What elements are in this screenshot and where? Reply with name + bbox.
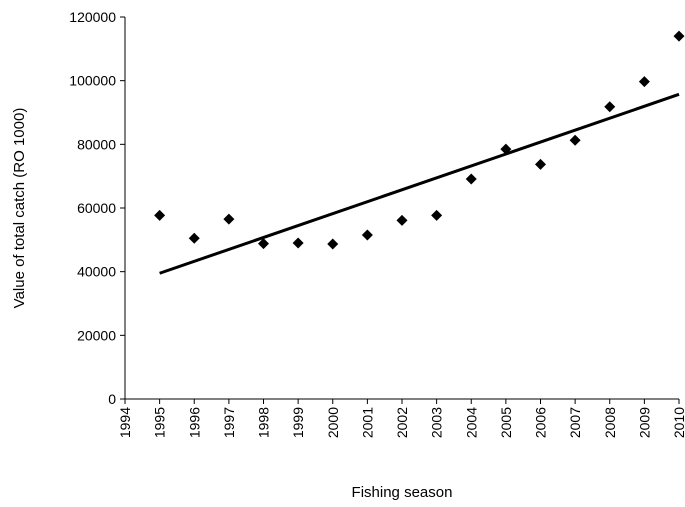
data-point: [396, 214, 408, 226]
x-tick-label: 1999: [290, 407, 306, 438]
x-axis: 1994 1995 1996 1997 1998 1999 2000 2001 2002 2003…: [117, 398, 685, 438]
data-point: [535, 158, 546, 170]
data-point: [604, 101, 616, 113]
x-tick-label: 2004: [463, 407, 479, 438]
x-tick-label: 2010: [671, 407, 685, 438]
x-tick-label: 1996: [186, 407, 202, 438]
data-point: [292, 237, 304, 249]
data-point: [223, 213, 235, 225]
x-tick-label: 1997: [221, 407, 237, 438]
x-tick-label: 2005: [498, 407, 514, 438]
x-tick-label: 2009: [636, 407, 652, 438]
y-tick-label: 20000: [77, 327, 116, 343]
data-point: [465, 173, 477, 185]
x-axis-title: Fishing season: [352, 484, 453, 501]
data-points: [154, 30, 685, 250]
y-axis-title: Value of total catch (RO 1000): [11, 108, 28, 309]
trendline: [159, 92, 680, 275]
y-tick-label: 80000: [77, 136, 116, 152]
x-tick-label: 2002: [394, 407, 410, 438]
data-point: [500, 143, 512, 155]
y-tick-label: 100000: [69, 73, 116, 89]
x-tick-label: 1998: [256, 407, 272, 438]
x-tick-label: 2006: [533, 407, 549, 438]
data-point: [431, 209, 443, 221]
x-tick-label: 2003: [429, 407, 445, 438]
x-tick-label: 2007: [567, 407, 583, 438]
x-tick-label: 1994: [117, 407, 133, 438]
data-point: [154, 209, 166, 221]
data-point: [673, 30, 685, 42]
x-tick-label: 2008: [602, 407, 618, 438]
y-tick-label: 0: [108, 391, 116, 407]
data-point: [258, 238, 269, 250]
x-tick-label: 2000: [325, 407, 341, 438]
data-point: [361, 229, 373, 241]
trendline-group: [159, 92, 680, 275]
data-point: [327, 238, 339, 250]
data-point: [569, 134, 581, 146]
data-point: [188, 232, 200, 244]
y-tick-label: 120000: [69, 9, 116, 25]
y-tick-label: 60000: [77, 200, 116, 216]
y-axis: 0 20000 40000 60000 80000 100000 120000: [69, 9, 126, 407]
y-tick-label: 40000: [77, 264, 116, 280]
x-tick-label: 2001: [359, 407, 375, 438]
x-tick-label: 1995: [152, 407, 168, 438]
data-point: [638, 76, 650, 88]
